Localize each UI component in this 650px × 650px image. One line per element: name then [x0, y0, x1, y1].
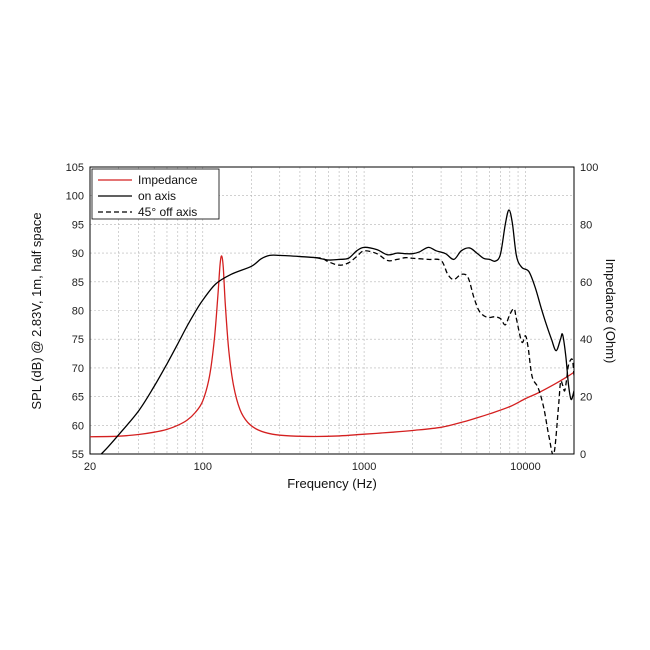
y2-tick-label: 40	[580, 334, 592, 346]
y-tick-label: 90	[72, 248, 84, 260]
legend: Impedance on axis 45° off axis	[91, 168, 220, 220]
y-tick-label: 95	[72, 219, 84, 231]
y-tick-label: 65	[72, 392, 84, 404]
y-tick-label: 85	[72, 277, 84, 289]
y2-tick-label: 60	[580, 277, 592, 289]
legend-label-on-axis: on axis	[138, 189, 176, 203]
legend-box	[91, 168, 220, 220]
series-45-off-axis	[315, 250, 574, 454]
y2-tick-label: 80	[580, 219, 592, 231]
x-axis-title: Frequency (Hz)	[287, 476, 377, 491]
y-tick-label: 100	[66, 191, 84, 203]
x-tick-label: 1000	[352, 461, 376, 473]
series-impedance	[90, 255, 574, 438]
series-layer	[90, 209, 574, 454]
y-tick-label: 55	[72, 449, 84, 461]
y2-tick-label: 100	[580, 162, 598, 174]
x-tick-label: 20	[84, 461, 96, 473]
y-tick-label: 105	[66, 162, 84, 174]
legend-label-45-off-axis: 45° off axis	[138, 205, 197, 219]
y-tick-label: 80	[72, 306, 84, 318]
y2-tick-label: 0	[580, 449, 586, 461]
legend-label-impedance: Impedance	[138, 173, 198, 187]
y-tick-label: 75	[72, 334, 84, 346]
tick-labels: 20 100 1000 10000 55 60 65 70 75 80 85 90 95 100 105 0 2…	[66, 162, 599, 473]
x-tick-label: 100	[194, 461, 212, 473]
y-axis-title: SPL (dB) @ 2.83V, 1m, half space	[29, 212, 44, 409]
y2-axis-title: Impedance (Ohm)	[603, 259, 618, 364]
y2-tick-label: 20	[580, 392, 592, 404]
plot-frame	[89, 166, 575, 455]
series-on-axis	[100, 209, 574, 454]
y-tick-label: 70	[72, 363, 84, 375]
x-tick-label: 10000	[510, 461, 541, 473]
y-tick-label: 60	[72, 420, 84, 432]
